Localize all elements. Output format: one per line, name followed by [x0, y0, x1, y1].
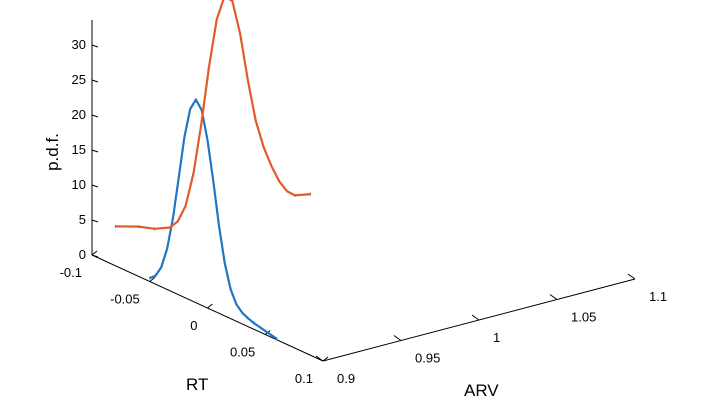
series-line-2 [115, 0, 311, 230]
x-axis-title: RT [186, 375, 208, 394]
x-tick-label: 0 [190, 318, 197, 333]
x-tick [91, 250, 98, 256]
y-tick-label: 0.95 [415, 351, 440, 366]
y-tick [393, 335, 402, 341]
y-tick-label: 1.1 [649, 289, 667, 304]
data-series [114, 0, 311, 341]
z-tick [91, 44, 99, 48]
y-tick [627, 273, 636, 280]
y-tick-label: 1.05 [571, 310, 596, 325]
z-tick [91, 79, 99, 83]
z-axis-title: p.d.f. [43, 133, 62, 171]
x-tick-label: -0.05 [110, 292, 140, 307]
z-tick [91, 114, 99, 118]
z-tick [91, 219, 99, 223]
y-tick-label: 0.9 [337, 371, 355, 386]
x-tick-label: -0.1 [60, 265, 82, 280]
y-tick [549, 294, 558, 300]
y-tick [315, 355, 324, 362]
z-tick [91, 254, 99, 258]
y-tick-label: 1 [493, 330, 500, 345]
series-line-1 [149, 98, 278, 340]
z-tick [91, 149, 99, 153]
x-tick [149, 277, 156, 282]
x-tick-label: 0.1 [295, 371, 313, 386]
z-tick-label: 20 [72, 107, 86, 122]
y-tick [471, 314, 480, 321]
x-tick [207, 303, 213, 309]
z-tick-label: 30 [72, 37, 86, 52]
y-axis-title: ARV [464, 381, 499, 400]
z-tick-label: 0 [79, 247, 86, 262]
z-tick-label: 25 [72, 72, 86, 87]
axis-ticks: 0 5 10 15 20 25 30 -0.1 -0.05 0 0.05 0.1 0.9 0.95 1 1.0… [60, 37, 667, 386]
x-tick [322, 356, 329, 362]
z-tick-label: 15 [72, 142, 86, 157]
x-tick-label: 0.05 [230, 345, 255, 360]
z-tick-label: 5 [79, 212, 86, 227]
z-tick [91, 184, 99, 188]
z-tick-label: 10 [72, 177, 86, 192]
